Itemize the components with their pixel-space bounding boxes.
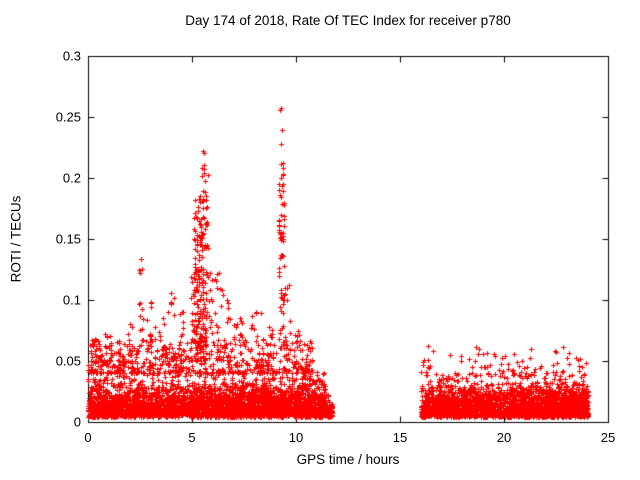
x-axis-label: GPS time / hours <box>296 452 400 467</box>
x-tick-label: 5 <box>188 430 196 445</box>
y-tick-label: 0.3 <box>62 48 81 64</box>
y-tick-label: 0.2 <box>62 170 81 186</box>
x-tick-label: 25 <box>600 430 616 445</box>
y-tick-label: 0.1 <box>62 292 81 308</box>
x-tick-label: 20 <box>496 430 512 445</box>
chart-title: Day 174 of 2018, Rate Of TEC Index for r… <box>185 13 511 28</box>
y-tick-label: 0.05 <box>55 353 81 369</box>
y-tick-label: 0 <box>73 414 81 430</box>
y-axis-label: ROTI / TECUs <box>8 195 24 283</box>
x-tick-label: 15 <box>392 430 408 445</box>
y-tick-label: 0.25 <box>55 109 81 125</box>
x-tick-label: 0 <box>84 430 92 445</box>
x-tick-label: 10 <box>288 430 304 445</box>
y-tick-label: 0.15 <box>55 231 81 247</box>
